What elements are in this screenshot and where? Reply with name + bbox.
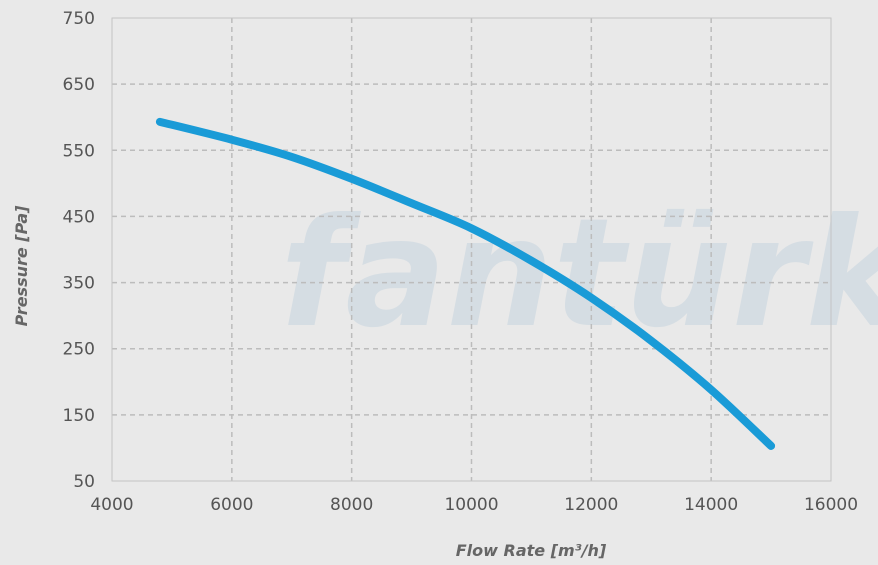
y-axis-title: Pressure [Pa]	[12, 205, 31, 327]
x-tick-label: 4000	[90, 495, 133, 515]
y-tick-label: 550	[63, 141, 95, 161]
y-tick-label: 650	[63, 75, 95, 95]
x-tick-label: 14000	[684, 495, 738, 515]
y-tick-label: 450	[63, 207, 95, 227]
x-tick-label: 12000	[564, 495, 618, 515]
y-tick-label: 350	[63, 274, 95, 294]
y-tick-label: 150	[63, 406, 95, 426]
y-tick-label: 250	[63, 340, 95, 360]
y-tick-label: 50	[73, 472, 95, 492]
x-tick-label: 8000	[330, 495, 373, 515]
x-tick-label: 10000	[444, 495, 498, 515]
x-axis-title: Flow Rate [m³/h]	[456, 541, 607, 560]
x-axis-ticks: 4000 6000 8000 10000 12000 14000 16000	[90, 495, 858, 515]
series-line	[155, 117, 776, 450]
x-tick-label: 16000	[804, 495, 858, 515]
grid-lines	[112, 18, 831, 481]
plot-frame	[111, 17, 832, 482]
y-axis-ticks: 50 150 250 350 450 550 650 750	[63, 9, 95, 492]
watermark-logo: fantürk	[280, 187, 878, 361]
x-tick-label: 6000	[210, 495, 253, 515]
y-tick-label: 750	[63, 9, 95, 29]
series-group	[155, 117, 776, 450]
